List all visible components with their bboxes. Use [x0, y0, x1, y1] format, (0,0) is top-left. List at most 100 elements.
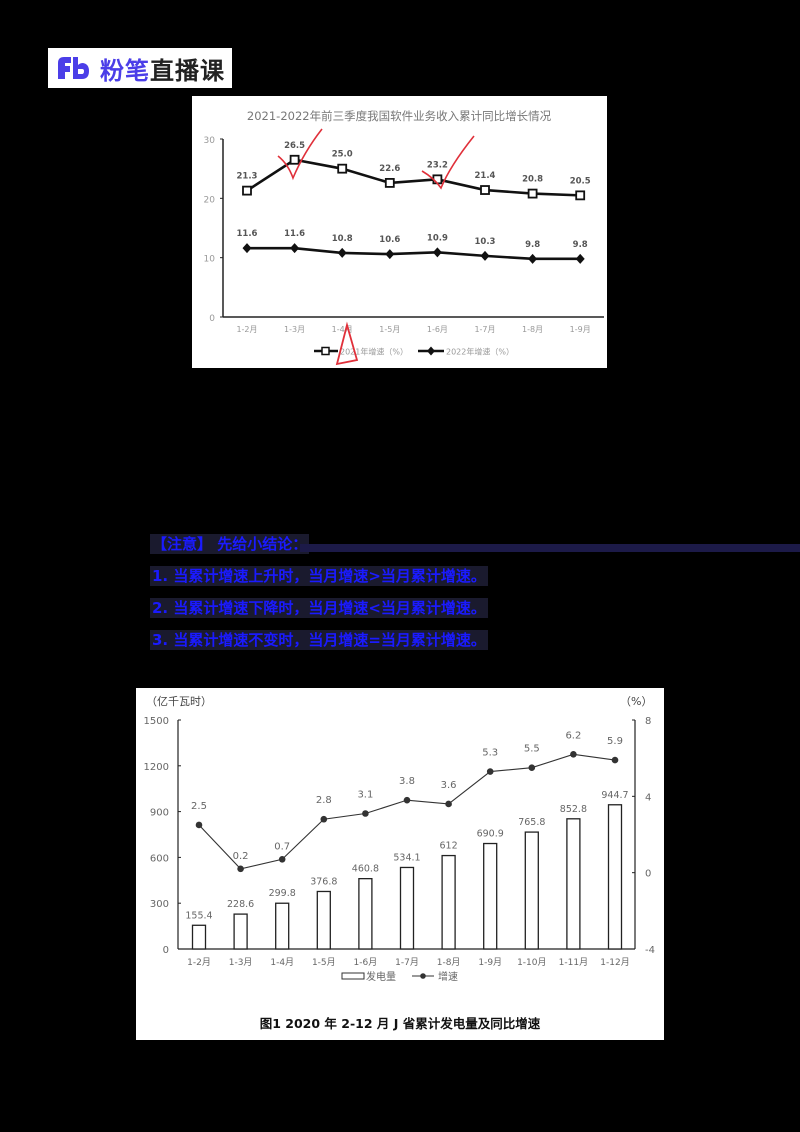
y-tick-label: 20 [204, 195, 216, 205]
bar [191, 924, 207, 950]
growth-marker [528, 764, 536, 772]
data-label: 11.6 [237, 229, 258, 239]
x-tick-label: 1-6月 [427, 325, 448, 334]
bar-label: 299.8 [269, 888, 296, 899]
chart1-svg: 2021-2022年前三季度我国软件业务收入累计同比增长情况 0 10 20 30 1-2… [204, 109, 604, 366]
x-tick-label: 1-2月 [187, 957, 211, 968]
bar-label: 228.6 [227, 899, 254, 910]
bar [441, 854, 456, 950]
software-revenue-chart: 2021-2022年前三季度我国软件业务收入累计同比增长情况 0 10 20 30 1-2… [192, 96, 607, 368]
x-tick-label: 1-2月 [236, 325, 257, 334]
y-tick-label: 10 [204, 255, 216, 265]
bar-label: 534.1 [393, 852, 420, 863]
chart2-svg: （亿千瓦时） （%） 0 300 600 900 1200 1500 -4 0 4 8 155.4 1-2… [144, 695, 655, 1031]
left-tick-label: 1200 [144, 762, 169, 773]
growth-marker [570, 751, 577, 758]
x-tick-label: 1-5月 [379, 325, 400, 334]
growth-label: 5.3 [482, 748, 498, 759]
square-marker [527, 188, 538, 199]
bar-label: 376.8 [310, 876, 337, 887]
data-label: 25.0 [332, 150, 353, 160]
square-marker [242, 185, 252, 196]
x-tick-label: 1-6月 [354, 957, 378, 968]
right-tick-label: 4 [645, 792, 651, 803]
growth-label: 6.2 [565, 730, 581, 741]
left-tick-label: 300 [150, 899, 169, 910]
divider-rule [300, 544, 800, 552]
left-tick-label: 600 [150, 853, 169, 864]
square-marker [289, 154, 300, 165]
note-line-3: 3. 当累计增速不变时，当月增速=当月累计增速。 [150, 630, 488, 650]
logo-text: 直播课 [150, 56, 225, 85]
bar [607, 804, 623, 950]
data-label: 23.2 [427, 160, 448, 170]
bar [566, 818, 581, 950]
bar [399, 866, 415, 950]
data-label: 21.4 [475, 171, 496, 181]
x-tick-label: 1-4月 [332, 325, 353, 334]
data-label: 20.5 [570, 176, 591, 186]
data-label: 20.8 [522, 175, 543, 185]
growth-marker [195, 821, 203, 829]
x-tick-label: 1-5月 [312, 957, 336, 968]
right-tick-label: -4 [645, 945, 655, 956]
right-tick-label: 0 [645, 869, 651, 880]
diamond-marker [480, 250, 490, 261]
note-line-1: 1. 当累计增速上升时，当月增速>当月累计增速。 [150, 566, 488, 586]
left-tick-label: 0 [163, 945, 169, 956]
x-tick-label: 1-8月 [437, 957, 461, 968]
diamond-marker [575, 253, 585, 264]
x-tick-label: 1-10月 [517, 957, 546, 968]
bar [275, 902, 290, 950]
growth-label: 3.8 [399, 776, 415, 787]
right-axis-unit: （%） [620, 695, 652, 708]
logo-brand: 粉笔 [100, 56, 150, 85]
growth-label: 3.6 [441, 780, 457, 791]
legend-bar-icon [341, 972, 365, 980]
growth-label: 2.5 [191, 801, 207, 812]
bar-label: 612 [440, 841, 458, 852]
data-label: 9.8 [525, 240, 540, 250]
note-line-2: 2. 当累计增速下降时，当月增速<当月累计增速。 [150, 598, 488, 618]
legend-label: 增速 [438, 970, 458, 983]
legend-dot-icon [420, 973, 426, 979]
data-label: 26.5 [284, 141, 305, 151]
data-label: 10.8 [332, 234, 353, 244]
x-tick-label: 1-4月 [270, 957, 294, 968]
legend-label: 发电量 [366, 970, 396, 983]
legend-label: 2021年增速（%） [340, 347, 408, 357]
x-tick-label: 1-8月 [522, 325, 543, 334]
data-label: 21.3 [237, 172, 258, 182]
bar [233, 913, 248, 950]
right-tick-label: 8 [645, 716, 651, 727]
growth-marker [403, 796, 411, 804]
chart-caption: 图1 2020 年 2-12 月 J 省累计发电量及同比增速 [260, 1016, 541, 1031]
growth-label: 3.1 [357, 790, 373, 801]
legend-square-icon [321, 346, 330, 356]
bar [524, 831, 539, 950]
x-tick-label: 1-3月 [229, 957, 253, 968]
data-label: 9.8 [573, 240, 588, 250]
growth-marker [278, 856, 286, 863]
diamond-marker [385, 249, 395, 260]
growth-marker [362, 810, 369, 817]
square-marker [384, 178, 395, 188]
growth-marker [237, 865, 244, 873]
chart-title: 2021-2022年前三季度我国软件业务收入累计同比增长情况 [247, 109, 552, 123]
bar [316, 890, 331, 950]
bar-label: 460.8 [352, 864, 379, 875]
power-generation-chart: （亿千瓦时） （%） 0 300 600 900 1200 1500 -4 0 4 8 155.4 1-2… [136, 688, 664, 1040]
legend-label: 2022年增速（%） [446, 347, 514, 357]
series-line [247, 246, 581, 261]
growth-label: 5.9 [607, 736, 623, 747]
square-marker [480, 185, 490, 195]
logo: 粉笔 直播课 [48, 48, 232, 88]
x-tick-label: 1-9月 [478, 957, 502, 968]
bar [483, 842, 498, 950]
growth-label: 0.7 [274, 841, 290, 852]
square-marker [575, 190, 586, 201]
red-check-mark-annotation [421, 135, 475, 190]
fb-logo-icon [58, 57, 89, 79]
x-tick-label: 1-7月 [395, 957, 419, 968]
x-tick-label: 1-7月 [474, 325, 495, 334]
